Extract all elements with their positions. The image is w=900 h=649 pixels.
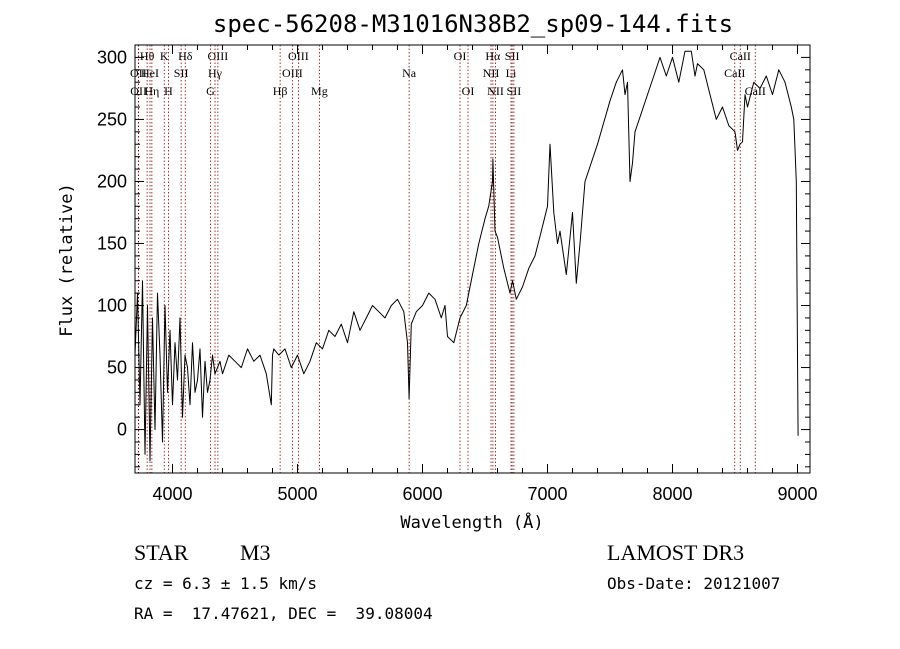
- line-label: OIII: [282, 66, 303, 80]
- survey-name: LAMOST DR3: [607, 540, 745, 565]
- line-label: K: [160, 49, 169, 63]
- coordinates: RA = 17.47621, DEC = 39.08004: [134, 604, 433, 623]
- line-label: CaII: [730, 49, 751, 63]
- x-tick-label: 5000: [277, 484, 317, 504]
- line-label: OI: [462, 84, 475, 98]
- y-tick-label: 300: [97, 47, 127, 67]
- line-label: H: [164, 84, 173, 98]
- line-label: OIII: [208, 49, 229, 63]
- chart-title: spec-56208-M31016N38B2_sp09-144.fits: [213, 10, 733, 38]
- y-ticks: 0 50 100 150 200 250 300: [97, 44, 810, 468]
- x-tick-label: 4000: [152, 484, 192, 504]
- line-label: HeI: [141, 66, 159, 80]
- line-label: Hη: [144, 84, 159, 98]
- line-label: CaII: [745, 84, 766, 98]
- y-tick-label: 150: [97, 233, 127, 253]
- plot-frame: [134, 44, 811, 474]
- spectrum-layer: [134, 50, 799, 462]
- line-label: Mg: [311, 84, 328, 98]
- y-tick-label: 200: [97, 171, 127, 191]
- object-subclass: M3: [240, 540, 271, 565]
- line-label: OI: [454, 49, 467, 63]
- line-label: SII: [174, 66, 189, 80]
- line-label: NII: [483, 66, 500, 80]
- y-tick-label: 0: [117, 420, 127, 440]
- line-label: SII: [505, 49, 520, 63]
- line-label: Hα: [485, 49, 501, 63]
- x-tick-label: 9000: [777, 484, 817, 504]
- line-label: SII: [507, 84, 522, 98]
- y-axis-label: Flux (relative): [57, 183, 77, 337]
- line-label: OIII: [288, 49, 309, 63]
- line-label: G: [206, 84, 215, 98]
- line-label: Hγ: [208, 66, 223, 80]
- spectrum-line: [134, 50, 799, 462]
- y-tick-label: 100: [97, 296, 127, 316]
- line-label: Li: [506, 66, 517, 80]
- object-class: STAR: [134, 540, 189, 565]
- y-tick-label: 50: [107, 358, 127, 378]
- obs-date: Obs-Date: 20121007: [607, 574, 781, 593]
- x-tick-label: 8000: [652, 484, 692, 504]
- x-tick-label: 6000: [402, 484, 442, 504]
- x-ticks: 4000 5000 6000 7000 8000 9000: [152, 45, 818, 504]
- line-label: CaII: [724, 66, 745, 80]
- line-label: Na: [402, 66, 417, 80]
- y-tick-label: 250: [97, 109, 127, 129]
- x-axis-label: Wavelength (Å): [400, 511, 543, 533]
- line-label: Hβ: [273, 84, 288, 98]
- line-label: Hθ: [140, 49, 155, 63]
- line-label: NII: [487, 84, 504, 98]
- x-tick-label: 7000: [527, 484, 567, 504]
- redshift-value: cz = 6.3 ± 1.5 km/s: [134, 574, 318, 593]
- line-label: Hδ: [178, 49, 193, 63]
- line-label: OII: [130, 84, 147, 98]
